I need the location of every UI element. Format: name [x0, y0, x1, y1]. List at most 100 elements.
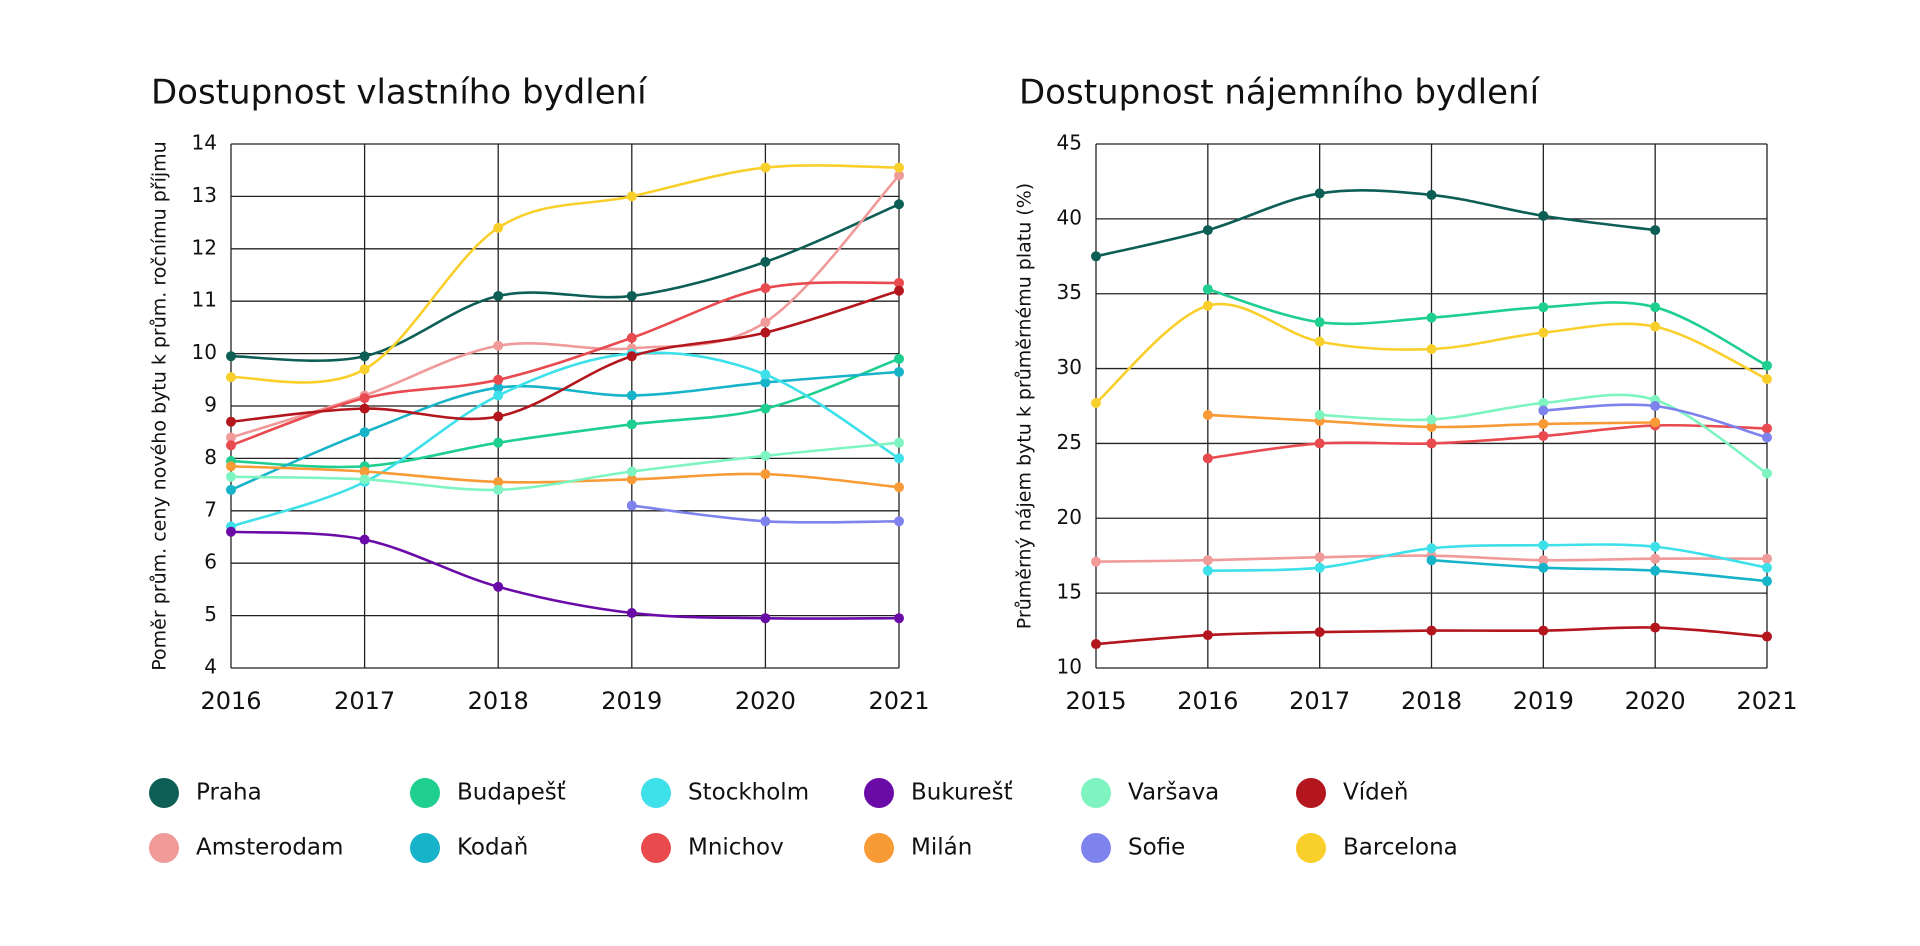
x-tick-label: 2016 [200, 687, 261, 715]
x-tick-label: 2017 [334, 687, 395, 715]
line [230, 281, 900, 447]
x-tick-label: 2019 [601, 687, 662, 715]
series: Varšava [226, 437, 904, 495]
point [1202, 565, 1213, 576]
point [760, 516, 771, 527]
point [760, 162, 771, 173]
point [1202, 453, 1213, 464]
point [626, 466, 637, 477]
x-tick-label: 2018 [468, 687, 529, 715]
point [1538, 210, 1549, 221]
point [359, 351, 370, 362]
line [230, 164, 900, 384]
line [1431, 558, 1768, 583]
point [226, 471, 236, 482]
legend-marker [1081, 778, 1111, 808]
point [1650, 321, 1661, 332]
point [626, 474, 637, 485]
point [626, 607, 637, 618]
point [1650, 302, 1661, 313]
point [1538, 625, 1549, 636]
point [493, 437, 504, 448]
x-tick-label: 2019 [1513, 687, 1574, 715]
point [493, 290, 504, 301]
series: Barcelona [226, 162, 904, 384]
point [1091, 398, 1101, 409]
point [626, 290, 637, 301]
legend-label: Budapešť [457, 780, 566, 806]
point [1762, 576, 1772, 587]
point [1650, 622, 1661, 633]
point [894, 437, 904, 448]
y-tick-label: 45 [1057, 131, 1082, 155]
series: Budapešť [226, 353, 904, 472]
x-tick-label: 2020 [735, 687, 796, 715]
point [1426, 421, 1437, 432]
point [493, 484, 504, 495]
legend-marker [864, 778, 894, 808]
point [493, 340, 504, 351]
point [1762, 553, 1772, 564]
point [760, 613, 771, 624]
point [1426, 438, 1437, 449]
point [1314, 562, 1325, 573]
point [1538, 430, 1549, 441]
point [226, 440, 236, 451]
point [359, 466, 370, 477]
point [1538, 418, 1549, 429]
point [1314, 627, 1325, 638]
y-tick-label: 40 [1057, 205, 1082, 229]
legend-label: Mnichov [688, 835, 784, 861]
y-tick-label: 5 [204, 602, 217, 626]
point [760, 377, 771, 388]
point [1426, 555, 1437, 566]
y-tick-label: 12 [192, 235, 217, 259]
point [760, 469, 771, 480]
point [1538, 405, 1549, 416]
point [894, 516, 904, 527]
legend-label: Varšava [1128, 780, 1219, 806]
series: Mnichov [226, 277, 904, 451]
point [1426, 543, 1437, 554]
point [760, 317, 771, 328]
point [1650, 401, 1661, 411]
point [1650, 553, 1661, 564]
point [1202, 284, 1213, 295]
point [493, 222, 504, 233]
y-tick-label: 6 [204, 550, 217, 574]
point [359, 534, 370, 545]
point [894, 366, 904, 377]
point [760, 283, 771, 294]
legend-marker [149, 778, 179, 808]
point [626, 390, 637, 401]
point [359, 427, 370, 438]
point [1538, 562, 1549, 573]
point [1650, 541, 1661, 552]
y-tick-label: 10 [1057, 655, 1082, 679]
point [1762, 432, 1772, 443]
y-axis-label: Průměrný nájem bytu k průměrnému platu (… [1014, 183, 1036, 629]
point [1314, 552, 1325, 563]
legend-marker [864, 833, 894, 863]
x-tick-label: 2021 [868, 687, 929, 715]
point [1762, 374, 1772, 385]
legend-label: Vídeň [1343, 780, 1408, 806]
point [493, 411, 504, 422]
point [1202, 555, 1213, 566]
line [230, 357, 900, 469]
x-tick-label: 2015 [1065, 687, 1126, 715]
point [1091, 639, 1101, 650]
point [1426, 189, 1437, 200]
x-tick-label: 2020 [1625, 687, 1686, 715]
chart-title: Dostupnost vlastního bydlení [151, 73, 648, 113]
legend-marker [410, 833, 440, 863]
y-tick-label: 7 [204, 497, 217, 521]
point [626, 332, 637, 343]
point [894, 453, 904, 464]
point [226, 351, 236, 362]
legend-marker [410, 778, 440, 808]
point [1762, 468, 1772, 479]
point [1202, 225, 1213, 236]
point [894, 162, 904, 173]
line [1095, 189, 1656, 258]
